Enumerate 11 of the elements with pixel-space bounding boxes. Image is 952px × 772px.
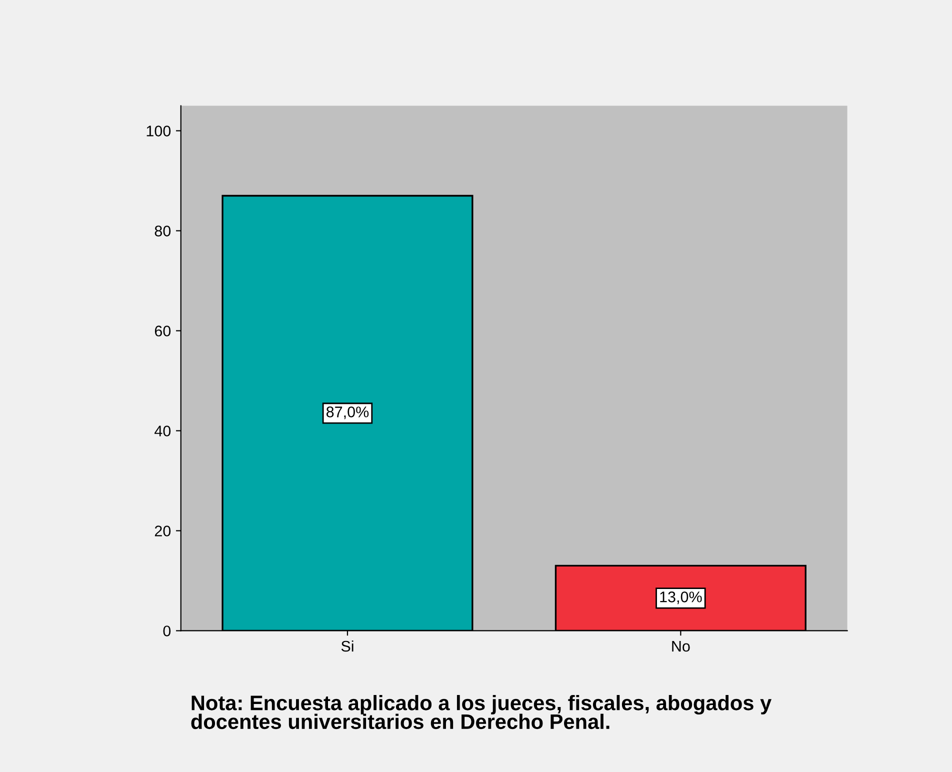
x-tick-label: No [672, 641, 690, 652]
y-tick-label: 100 [146, 126, 171, 136]
x-tick-label: Si [341, 640, 354, 652]
data-label: 87,0% [326, 406, 369, 420]
y-tick-label: 80 [154, 226, 171, 236]
y-tick-label: 60 [154, 326, 171, 336]
y-tick-label: 40 [154, 426, 171, 436]
y-tick-label: 20 [154, 526, 171, 536]
text: Nota: Encuesta aplicado a los jueces, fiscales, abogados y docentes universitarios en Derecho Penal. [191, 695, 772, 730]
data-label: 13,0% [660, 592, 702, 604]
y-tick-label: 0 [163, 626, 171, 636]
